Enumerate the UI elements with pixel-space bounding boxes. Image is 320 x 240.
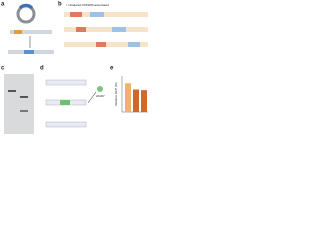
gel-band: [20, 96, 28, 98]
gene-bar: [10, 30, 52, 34]
box: [112, 27, 126, 32]
panel-label: e: [110, 66, 114, 72]
panel-heading: i: Unaltered CRISPR-associated: [66, 3, 109, 7]
gene-box: [14, 30, 22, 34]
bar: [125, 83, 131, 112]
box: [90, 12, 104, 17]
construct: [45, 79, 87, 86]
arrow: [87, 91, 97, 104]
box: [128, 42, 140, 47]
gel: [4, 74, 34, 134]
construct-rows: [64, 12, 148, 47]
gfp-icon: [97, 86, 103, 92]
plasmid: [16, 4, 36, 24]
row: [64, 12, 148, 17]
row: [64, 27, 148, 32]
gel-band: [20, 110, 28, 112]
gene-box: [24, 50, 34, 54]
box: [70, 12, 82, 17]
panel-label: c: [1, 66, 5, 72]
panel-label: b: [58, 2, 62, 8]
construct: [45, 121, 87, 128]
panel-label: d: [40, 66, 44, 72]
bar: [141, 90, 147, 112]
gfp-box: [60, 100, 70, 105]
y-axis-label: Relative GFP (%): [114, 82, 118, 105]
bar: [133, 89, 139, 112]
panel-label: a: [1, 2, 5, 8]
box: [96, 42, 106, 47]
figure: a b i: Unaltered CRISPR-associated c d s…: [1, 2, 148, 134]
plasmid-region: [18, 3, 34, 10]
box: [76, 27, 86, 32]
product-label: sfGFP: [96, 94, 105, 98]
gel-band: [8, 90, 16, 92]
